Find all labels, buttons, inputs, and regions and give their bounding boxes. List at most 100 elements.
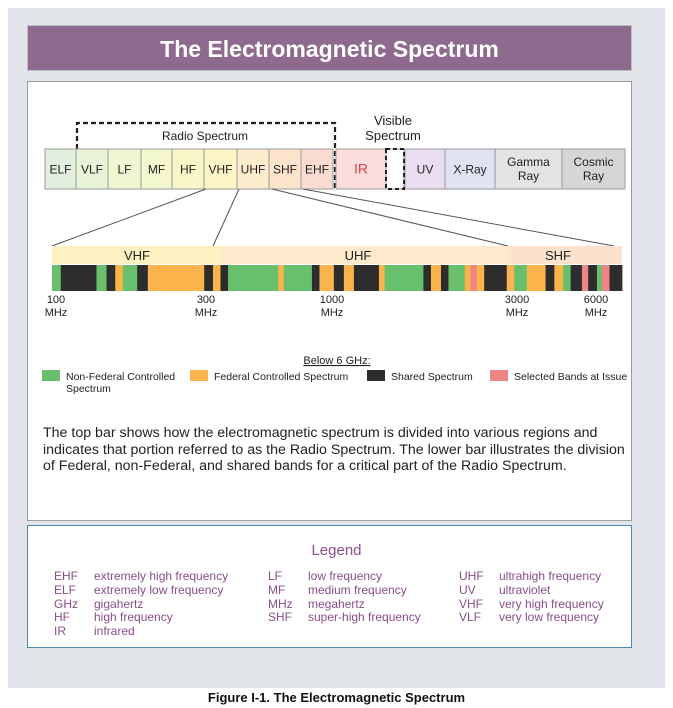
allocation-segment-shared: [333, 265, 345, 291]
band-elf: ELF: [44, 148, 77, 190]
lower-band-label-uhf: UHF: [345, 248, 372, 263]
legend-title: Legend: [311, 542, 362, 559]
band-label: Gamma: [507, 155, 550, 169]
tick-label-value: 6000: [584, 294, 608, 306]
lower-band-label-shf: SHF: [545, 248, 571, 263]
key-item-federal: Federal Controlled Spectrum: [190, 370, 348, 383]
band-cell: [335, 148, 387, 190]
allocation-segment-shared: [545, 265, 555, 291]
tick-label-value: 1000: [320, 294, 344, 306]
legend-abbreviation: LF: [268, 569, 283, 583]
legend-meaning: ultraviolet: [499, 582, 551, 597]
key-label-line2: Spectrum: [66, 383, 111, 395]
tick-label-value: 300: [197, 294, 215, 306]
legend-meaning: megahertz: [308, 596, 365, 611]
allocation-segment-non-federal: [96, 265, 107, 291]
allocation-segment-shared: [570, 265, 583, 291]
key-swatch: [42, 370, 60, 381]
legend-entry-mf: MF medium frequency: [268, 582, 421, 598]
legend-entry-uhf: UHF ultrahigh frequency: [459, 569, 604, 584]
allocation-segment-shared: [106, 265, 116, 291]
band-label: LF: [117, 163, 131, 177]
allocation-segment-selected: [470, 265, 478, 291]
legend-entry-lf: LF low frequency: [268, 569, 421, 584]
allocation-segment-shared: [353, 265, 380, 291]
lower-band-label-vhf: VHF: [124, 248, 150, 263]
band-label: X-Ray: [453, 163, 486, 177]
allocation-segment-federal: [212, 265, 221, 291]
legend-entry-ghz: GHz gigahertz: [54, 596, 228, 612]
band-label: VLF: [81, 163, 103, 177]
key-swatch: [490, 370, 508, 381]
band-cell: [107, 148, 142, 190]
visible-spectrum-label-line2: Spectrum: [365, 128, 421, 143]
description-text: The top bar shows how the electromagneti…: [43, 425, 625, 474]
legend-panel: [27, 525, 632, 648]
band-ehf: EHF: [300, 148, 334, 190]
band-cell: [561, 148, 626, 190]
allocation-segment-federal: [343, 265, 355, 291]
key-item-shared: Shared Spectrum: [367, 370, 473, 383]
key-heading: Below 6 GHz:: [303, 355, 370, 367]
band-uhf: UHF: [236, 148, 270, 190]
allocation-segment-non-federal: [448, 265, 466, 291]
allocation-segment-non-federal: [514, 265, 528, 291]
band-cell: [385, 148, 405, 190]
tick-label-value: 100: [47, 294, 65, 306]
allocation-segment-shared: [220, 265, 229, 291]
tick-label-unit: MHz: [321, 307, 344, 319]
legend-meaning: medium frequency: [308, 582, 407, 597]
band-label: HF: [180, 163, 196, 177]
legend-meaning: gigahertz: [94, 596, 144, 611]
legend-meaning: extremely high frequency: [94, 569, 229, 583]
visible-spectrum-label-line1: Visible: [374, 113, 412, 128]
allocation-segment-shared: [484, 265, 508, 291]
legend-abbreviation: IR: [54, 624, 66, 639]
legend-abbreviation: ELF: [54, 582, 77, 597]
band-label: IR: [354, 161, 368, 177]
vhf-band-header: [52, 246, 222, 264]
band-uv: UV: [404, 148, 446, 190]
allocation-segment-shared: [609, 265, 623, 291]
allocation-segment-shared: [137, 265, 149, 291]
allocation-segment-federal: [464, 265, 471, 291]
legend-abbreviation: HF: [54, 610, 70, 625]
key-item-selected: Selected Bands at Issue: [490, 370, 627, 383]
band-label: MF: [148, 163, 165, 177]
legend-abbreviation: MHz: [268, 596, 293, 611]
key-label: Non-Federal Controlled: [66, 371, 175, 383]
legend-entry-vlf: VLF very low frequency: [459, 610, 604, 625]
band-vhf: VHF: [203, 148, 238, 190]
allocation-segment-federal: [476, 265, 485, 291]
key-label: Selected Bands at Issue: [514, 371, 627, 383]
band-cell: [140, 148, 173, 190]
allocation-segment-selected: [581, 265, 589, 291]
legend-abbreviation: MF: [268, 582, 286, 597]
legend-column: UHF ultrahigh frequency UV ultraviolet VHF ve…: [459, 569, 604, 625]
legend-meaning: very high frequency: [499, 596, 604, 611]
key-swatch: [190, 370, 208, 381]
band-label: VHF: [209, 163, 233, 177]
legend-abbreviation: UHF: [459, 569, 484, 583]
key-swatch: [367, 370, 385, 381]
legend-meaning: very low frequency: [499, 610, 600, 625]
figure-caption: Figure I-1. The Electromagnetic Spectrum: [207, 690, 466, 705]
legend-entry-vhf: VHF very high frequency: [459, 596, 604, 612]
legend-meaning: extremely low frequency: [94, 582, 224, 597]
zoom-line-shf-end: [302, 188, 615, 247]
band-label: ELF: [49, 163, 71, 177]
zoom-line-shf-start: [271, 188, 509, 247]
legend-meaning: ultrahigh frequency: [499, 569, 602, 583]
key-label: Federal Controlled Spectrum: [214, 371, 348, 383]
legend-abbreviation: VLF: [459, 610, 482, 625]
legend-meaning: low frequency: [308, 569, 383, 583]
allocation-segment-federal: [147, 265, 205, 291]
band-cell: [404, 148, 446, 190]
zoom-line-vhf-start: [51, 188, 207, 247]
allocation-segment-selected: [601, 265, 610, 291]
legend-abbreviation: GHz: [54, 596, 78, 611]
allocation-segment-shared: [588, 265, 598, 291]
